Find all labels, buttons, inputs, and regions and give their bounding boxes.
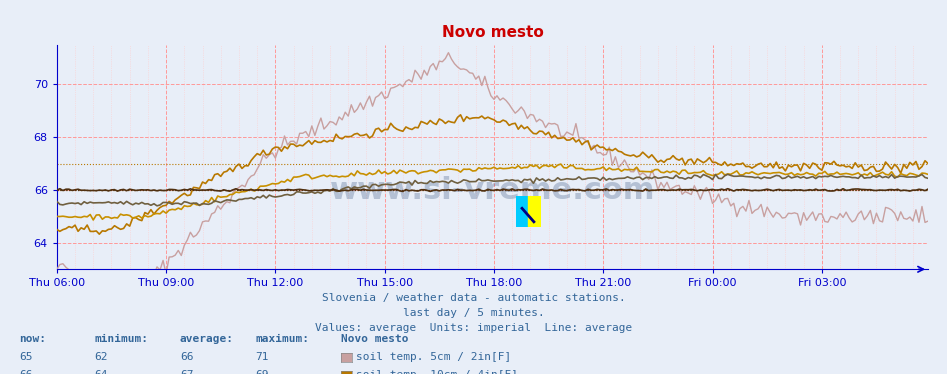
Text: 64: 64 <box>95 370 108 374</box>
Text: minimum:: minimum: <box>95 334 149 344</box>
Text: 67: 67 <box>180 370 193 374</box>
Text: 69: 69 <box>256 370 269 374</box>
Text: 65: 65 <box>19 352 32 362</box>
Text: Slovenia / weather data - automatic stations.: Slovenia / weather data - automatic stat… <box>322 293 625 303</box>
Text: Novo mesto: Novo mesto <box>341 334 408 344</box>
Text: 66: 66 <box>180 352 193 362</box>
Text: 66: 66 <box>19 370 32 374</box>
Text: www.si-vreme.com: www.si-vreme.com <box>330 176 655 205</box>
Text: maximum:: maximum: <box>256 334 310 344</box>
Text: average:: average: <box>180 334 234 344</box>
Title: Novo mesto: Novo mesto <box>441 25 544 40</box>
Text: soil temp. 10cm / 4in[F]: soil temp. 10cm / 4in[F] <box>356 370 518 374</box>
Text: soil temp. 5cm / 2in[F]: soil temp. 5cm / 2in[F] <box>356 352 511 362</box>
Text: Values: average  Units: imperial  Line: average: Values: average Units: imperial Line: av… <box>314 323 633 333</box>
Text: now:: now: <box>19 334 46 344</box>
Text: 62: 62 <box>95 352 108 362</box>
Text: 71: 71 <box>256 352 269 362</box>
Text: last day / 5 minutes.: last day / 5 minutes. <box>402 308 545 318</box>
